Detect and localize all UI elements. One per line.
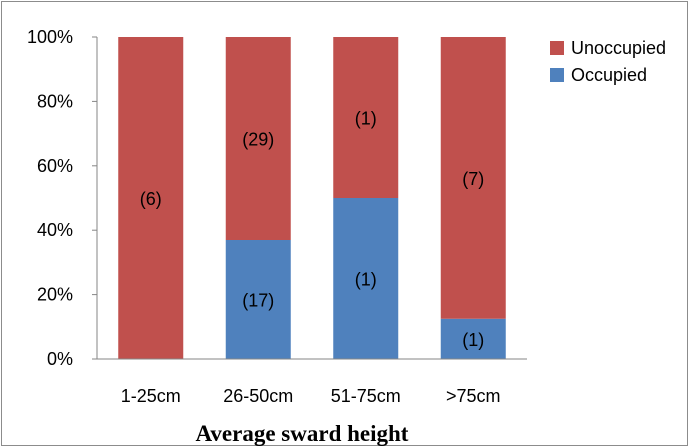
legend-label-unoccupied: Unoccupied <box>571 38 666 58</box>
bar-occupied-3 <box>440 318 506 359</box>
bar-unoccupied-1 <box>225 37 291 240</box>
x-tick-label: 1-25cm <box>121 386 181 406</box>
x-tick-label: 26-50cm <box>223 386 293 406</box>
x-tick-label: >75cm <box>446 386 501 406</box>
legend-swatch-unoccupied <box>550 41 564 55</box>
legend-swatch-occupied <box>550 68 564 82</box>
y-tick-label: 80% <box>37 91 73 111</box>
legend-label-occupied: Occupied <box>571 65 647 85</box>
y-tick-label: 40% <box>37 220 73 240</box>
bar-unoccupied-0 <box>118 37 184 359</box>
x-axis: 1-25cm 26-50cm 51-75cm >75cm <box>97 358 527 406</box>
x-axis-title: Average sward height <box>196 421 409 446</box>
bar-unoccupied-2 <box>333 37 399 198</box>
y-tick-label: 60% <box>37 156 73 176</box>
y-tick-label: 0% <box>47 349 73 369</box>
legend: Unoccupied Occupied <box>550 38 666 85</box>
data-label-unoccupied-2: (1) <box>355 109 377 129</box>
bars: (6) (17) (29) (1) (1) (1) (7) <box>118 37 506 359</box>
x-tick-label: 51-75cm <box>331 386 401 406</box>
data-label-occupied-3: (1) <box>462 330 484 350</box>
data-label-unoccupied-0: (6) <box>140 189 162 209</box>
bar-unoccupied-3 <box>440 37 506 319</box>
bar-occupied-2 <box>333 198 399 359</box>
y-tick-label: 20% <box>37 285 73 305</box>
data-label-unoccupied-1: (29) <box>242 130 274 150</box>
y-axis: 0% 20% 40% 60% 80% 100% <box>27 27 98 369</box>
data-label-occupied-1: (17) <box>242 291 274 311</box>
data-label-unoccupied-3: (7) <box>462 169 484 189</box>
data-label-occupied-2: (1) <box>355 270 377 290</box>
bar-occupied-1 <box>225 240 291 359</box>
y-tick-label: 100% <box>27 27 73 47</box>
